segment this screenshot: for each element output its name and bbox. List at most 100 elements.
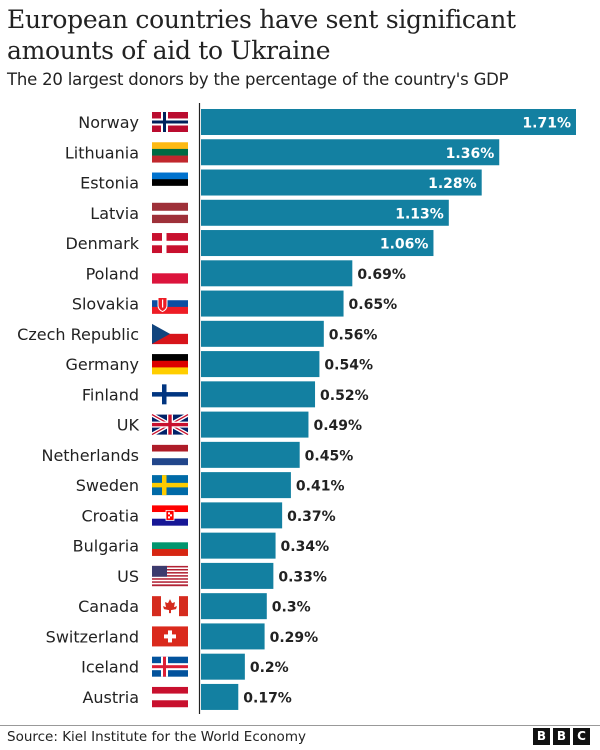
netherlands-flag-icon [152,444,188,466]
austria-flag-icon [152,686,188,708]
bbc-logo: B B C [533,728,590,745]
category-label: Germany [65,355,139,374]
bar [201,411,309,438]
data-label: 0.54% [324,358,373,374]
bar-row: Germany 0.54% [65,351,373,378]
bar [201,139,500,166]
bar-row: Croatia 0.37% [81,502,336,529]
category-label: Slovakia [72,295,139,314]
data-label: 0.17% [243,690,292,706]
us-flag-icon [152,565,188,587]
category-label: UK [117,416,140,435]
category-label: Latvia [90,204,139,223]
bar [201,260,353,287]
bar-row: Norway 1.71% [78,109,576,135]
norway-flag-icon [152,112,188,132]
lithuania-flag-icon [152,142,188,163]
bar-row: Canada 0.3% [78,593,311,620]
bar [201,683,239,710]
category-label: Austria [82,688,139,707]
category-label: Netherlands [41,446,139,465]
bar [201,472,291,499]
bar-row: Lithuania 1.36% [65,139,500,166]
category-label: Denmark [65,234,139,253]
data-label: 0.3% [272,600,311,616]
source-note: Source: Kiel Institute for the World Eco… [7,729,306,745]
bar-row: US 0.33% [117,562,327,589]
bar-row: Czech Republic 0.56% [17,320,378,347]
data-label: 0.65% [349,297,398,313]
bbc-logo-letter: C [573,728,590,745]
category-label: Bulgaria [73,537,139,556]
data-label: 0.33% [278,569,327,585]
bar-row: Estonia 1.28% [80,169,482,196]
bar [201,109,576,135]
bar [201,502,283,529]
data-label: 1.71% [522,116,571,132]
canada-flag-icon [152,596,188,617]
denmark-flag-icon [152,233,188,254]
data-label: 0.69% [357,267,406,283]
bar [201,653,245,680]
bar-chart: Norway 1.71% Lithuania 1.36% Estonia 1.28% Lat… [17,103,576,714]
category-label: Czech Republic [17,325,139,344]
data-label: 0.56% [329,327,378,343]
category-label: Finland [82,385,139,404]
data-label: 0.41% [296,479,345,495]
latvia-flag-icon [152,202,188,224]
category-label: Croatia [81,506,139,525]
category-label: Norway [78,113,139,132]
data-label: 1.13% [395,206,444,222]
bbc-logo-letter: B [533,728,550,745]
bar [201,351,320,378]
slovakia-flag-icon [152,293,188,314]
bar-row: Finland 0.52% [82,381,369,408]
bar-row: UK 0.49% [117,411,362,438]
bar-row: Poland 0.69% [86,260,406,287]
data-label: 0.34% [281,539,330,555]
bar-row: Denmark 1.06% [65,230,434,257]
category-label: Estonia [80,174,139,193]
bar-row: Latvia 1.13% [90,199,449,226]
data-label: 0.52% [320,388,369,404]
footer-divider [0,725,600,726]
switzerland-flag-icon [152,626,188,647]
category-label: Lithuania [65,143,139,162]
bar-row: Sweden 0.41% [76,472,345,499]
bar [201,441,300,468]
uk-flag-icon [151,412,189,437]
bar-row: Bulgaria 0.34% [73,532,330,559]
category-label: Canada [78,597,139,616]
category-label: Poland [86,264,139,283]
finland-flag-icon [152,384,188,405]
category-label: Iceland [81,658,139,677]
chart-subtitle: The 20 largest donors by the percentage … [7,70,509,89]
data-label: 1.28% [428,176,477,192]
data-label: 0.29% [270,630,319,646]
sweden-flag-icon [152,475,188,496]
bar [201,593,267,620]
bar-row: Austria 0.17% [82,683,292,710]
bar [201,199,449,226]
bulgaria-flag-icon [152,535,188,556]
estonia-flag-icon [152,172,188,193]
bar [201,381,316,408]
bar [201,562,274,589]
bar-row: Iceland 0.2% [81,653,289,680]
bar-row: Slovakia 0.65% [72,290,398,317]
bar [201,623,265,650]
czech-flag-icon [152,323,188,345]
bar [201,320,324,347]
data-label: 0.37% [287,509,336,525]
category-label: US [117,567,139,586]
bar [201,230,434,257]
bar [201,169,482,196]
bar [201,290,344,317]
bar-row: Netherlands 0.45% [41,441,354,468]
iceland-flag-icon [152,656,188,677]
data-label: 1.36% [446,146,495,162]
croatia-flag-icon [152,505,188,526]
data-label: 0.45% [305,448,354,464]
data-label: 1.06% [380,237,429,253]
category-label: Sweden [76,476,139,495]
